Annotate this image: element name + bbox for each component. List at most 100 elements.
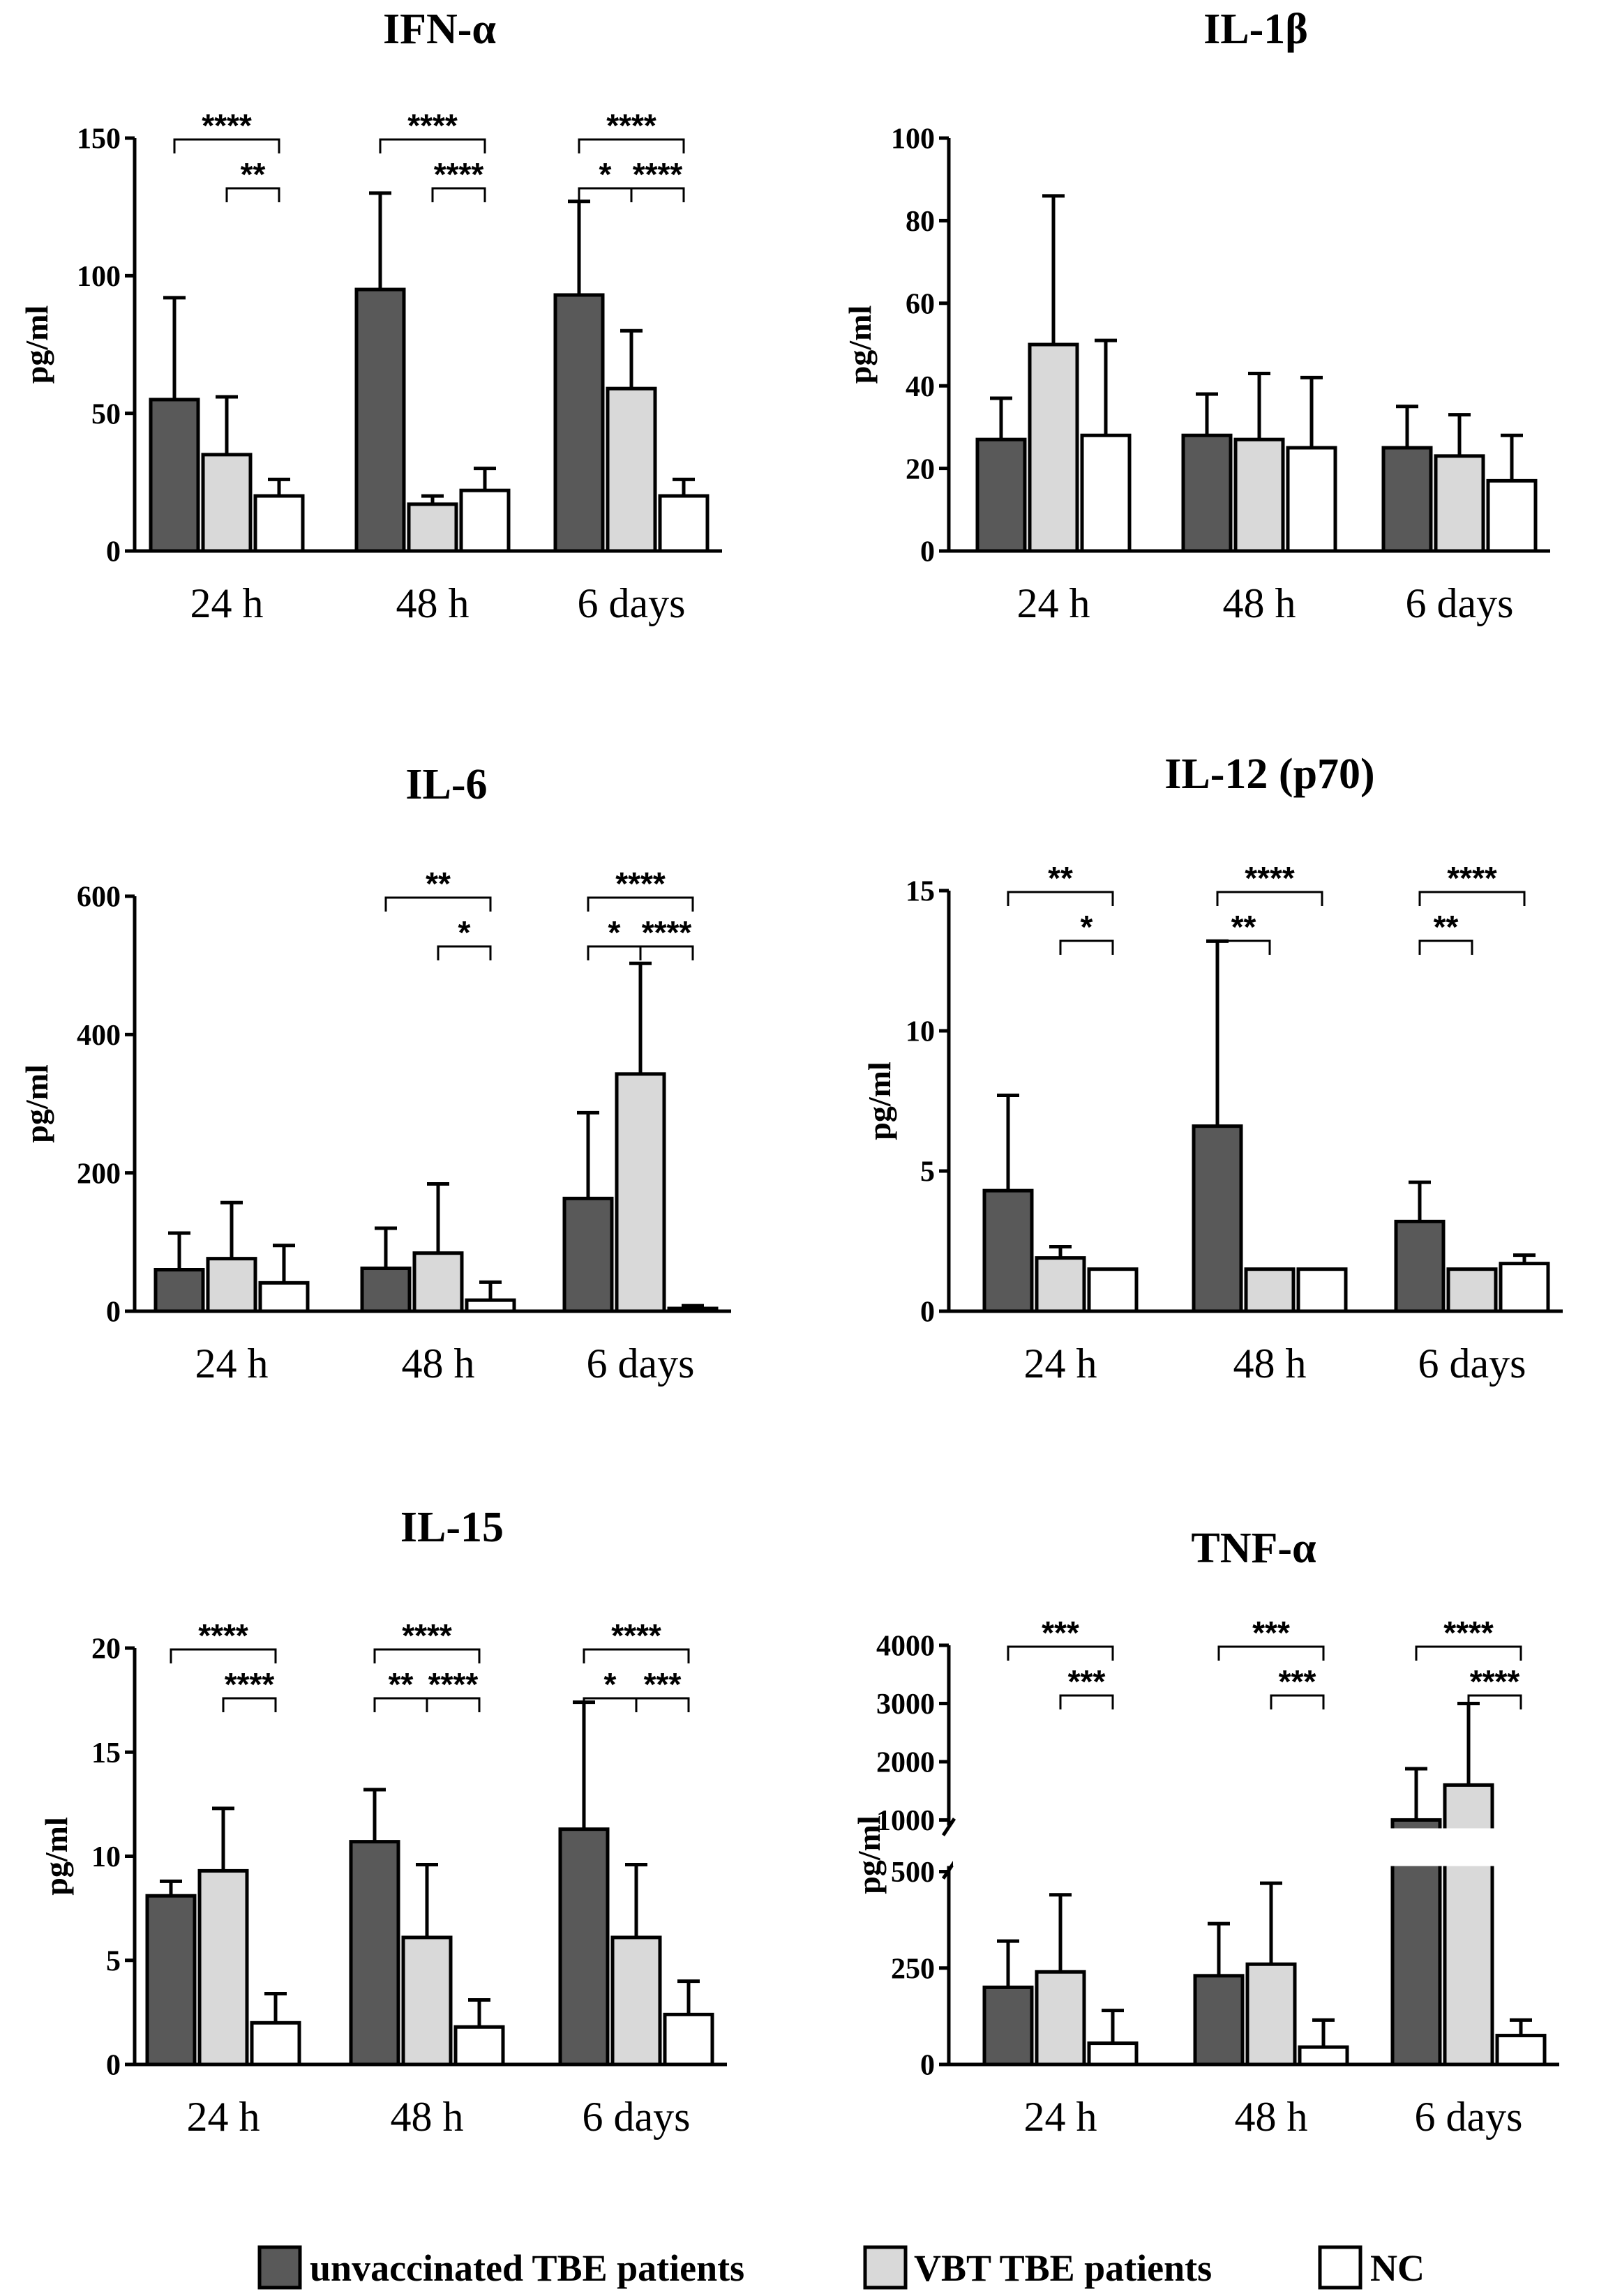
significance-label: * bbox=[604, 1666, 617, 1702]
bar bbox=[206, 1257, 257, 1313]
y-tick-label: 100 bbox=[891, 123, 935, 156]
significance-bracket bbox=[437, 945, 492, 960]
bar bbox=[1193, 1974, 1245, 2067]
y-tick-label: 0 bbox=[106, 2050, 121, 2082]
y-tick-label: 200 bbox=[77, 1158, 121, 1190]
bar bbox=[149, 398, 200, 553]
significance-label: **** bbox=[611, 1617, 661, 1654]
y-axis-label: pg/ml bbox=[842, 305, 878, 384]
x-tick-label: 24 h bbox=[1017, 580, 1090, 626]
x-tick-label: 6 days bbox=[1406, 580, 1514, 626]
significance-label: **** bbox=[642, 914, 692, 951]
chart-panel: TNF-α pg/ml 0 250 500 1000 2000 3000 4000 24 h 48 … bbox=[851, 1525, 1563, 2140]
significance-label: *** bbox=[1068, 1663, 1106, 1700]
x-tick-label: 6 days bbox=[583, 2094, 691, 2140]
x-tick-label: 6 days bbox=[1415, 2094, 1523, 2140]
y-tick-label: 2000 bbox=[876, 1747, 935, 1779]
x-tick-label: 48 h bbox=[402, 1340, 475, 1387]
significance-bracket bbox=[583, 1648, 690, 1663]
bar bbox=[354, 287, 406, 553]
bar bbox=[459, 488, 511, 553]
significance-label: * bbox=[599, 156, 612, 192]
x-tick-label: 48 h bbox=[1235, 2094, 1308, 2140]
significance-bracket bbox=[431, 187, 486, 202]
significance-label: **** bbox=[1443, 1615, 1494, 1651]
significance-label: **** bbox=[1470, 1663, 1520, 1700]
x-tick-label: 48 h bbox=[1233, 1340, 1307, 1387]
bar bbox=[1286, 446, 1337, 553]
x-tick-label: 48 h bbox=[396, 580, 470, 626]
bar bbox=[360, 1267, 412, 1313]
x-tick-label: 24 h bbox=[1024, 1340, 1097, 1387]
significance-bracket bbox=[635, 1697, 690, 1712]
significance-label: ** bbox=[1048, 860, 1073, 896]
chart-title: IL-6 bbox=[405, 761, 487, 808]
bar bbox=[250, 2021, 301, 2067]
y-tick-label: 80 bbox=[906, 206, 935, 238]
significance-bracket bbox=[225, 187, 280, 202]
chart-title: IFN-α bbox=[383, 6, 496, 53]
bar bbox=[663, 2012, 714, 2067]
significance-bracket bbox=[1216, 891, 1323, 906]
y-tick-label: 20 bbox=[91, 1633, 121, 1666]
y-tick-label: 3000 bbox=[876, 1689, 935, 1721]
bar bbox=[465, 1298, 516, 1313]
bar bbox=[253, 494, 305, 553]
x-tick-label: 6 days bbox=[587, 1340, 695, 1387]
chart-title: IL-12 (p70) bbox=[1164, 750, 1374, 798]
bar bbox=[1028, 342, 1079, 553]
axis-break-mark bbox=[941, 1818, 956, 1836]
significance-bracket bbox=[222, 1697, 277, 1712]
significance-bracket bbox=[587, 896, 694, 912]
axis-break-gap bbox=[953, 1828, 1563, 1866]
bar bbox=[1181, 433, 1233, 553]
significance-bracket bbox=[1217, 1645, 1325, 1661]
bar bbox=[197, 1868, 249, 2067]
y-tick-label: 5 bbox=[106, 1945, 121, 1977]
significance-label: **** bbox=[428, 1666, 479, 1702]
bar bbox=[982, 1985, 1034, 2067]
legend-label-vbt: VBT TBE patients bbox=[914, 2247, 1212, 2289]
y-axis-label: pg/ml bbox=[19, 1064, 54, 1142]
bar bbox=[982, 1188, 1034, 1313]
chart-title: TNF-α bbox=[1191, 1525, 1316, 1572]
bar bbox=[1443, 1783, 1494, 2067]
bar bbox=[606, 386, 657, 553]
legend-label-nc: NC bbox=[1370, 2247, 1425, 2289]
significance-label: **** bbox=[1447, 860, 1497, 896]
y-tick-label: 5 bbox=[920, 1156, 935, 1188]
y-tick-label: 250 bbox=[891, 1953, 935, 1985]
significance-bracket bbox=[1418, 891, 1526, 906]
bar bbox=[1296, 1267, 1348, 1313]
significance-bracket bbox=[1059, 939, 1114, 955]
significance-bracket bbox=[578, 138, 685, 153]
bar bbox=[1087, 1267, 1139, 1313]
bar bbox=[145, 1894, 197, 2067]
y-axis-label: pg/ml bbox=[851, 1815, 887, 1894]
significance-label: * bbox=[608, 914, 621, 951]
significance-label: **** bbox=[407, 107, 458, 144]
y-tick-label: 600 bbox=[77, 882, 121, 914]
legend-label-unvaccinated: unvaccinated TBE patients bbox=[310, 2247, 744, 2289]
significance-label: * bbox=[1081, 909, 1093, 945]
y-tick-label: 10 bbox=[906, 1016, 935, 1048]
bar bbox=[1394, 1219, 1446, 1313]
bar bbox=[1298, 2045, 1349, 2067]
significance-bracket bbox=[1007, 1645, 1114, 1661]
y-tick-label: 150 bbox=[77, 123, 121, 156]
bar bbox=[1035, 1256, 1086, 1313]
chart-panel: IL-1β pg/ml 0 20 40 60 80 100 24 h 48 h 6 days bbox=[842, 6, 1550, 626]
significance-label: ** bbox=[426, 866, 451, 902]
bar bbox=[610, 1935, 662, 2067]
bar bbox=[975, 437, 1027, 553]
bar bbox=[1087, 2041, 1139, 2067]
y-tick-label: 0 bbox=[920, 536, 935, 568]
significance-bracket bbox=[384, 896, 492, 912]
x-tick-label: 24 h bbox=[1024, 2094, 1097, 2140]
significance-bracket bbox=[1059, 1694, 1114, 1709]
significance-bracket bbox=[426, 1697, 481, 1712]
legend-swatch-unvaccinated bbox=[257, 2245, 302, 2290]
significance-label: **** bbox=[615, 866, 666, 902]
significance-bracket bbox=[173, 138, 280, 153]
